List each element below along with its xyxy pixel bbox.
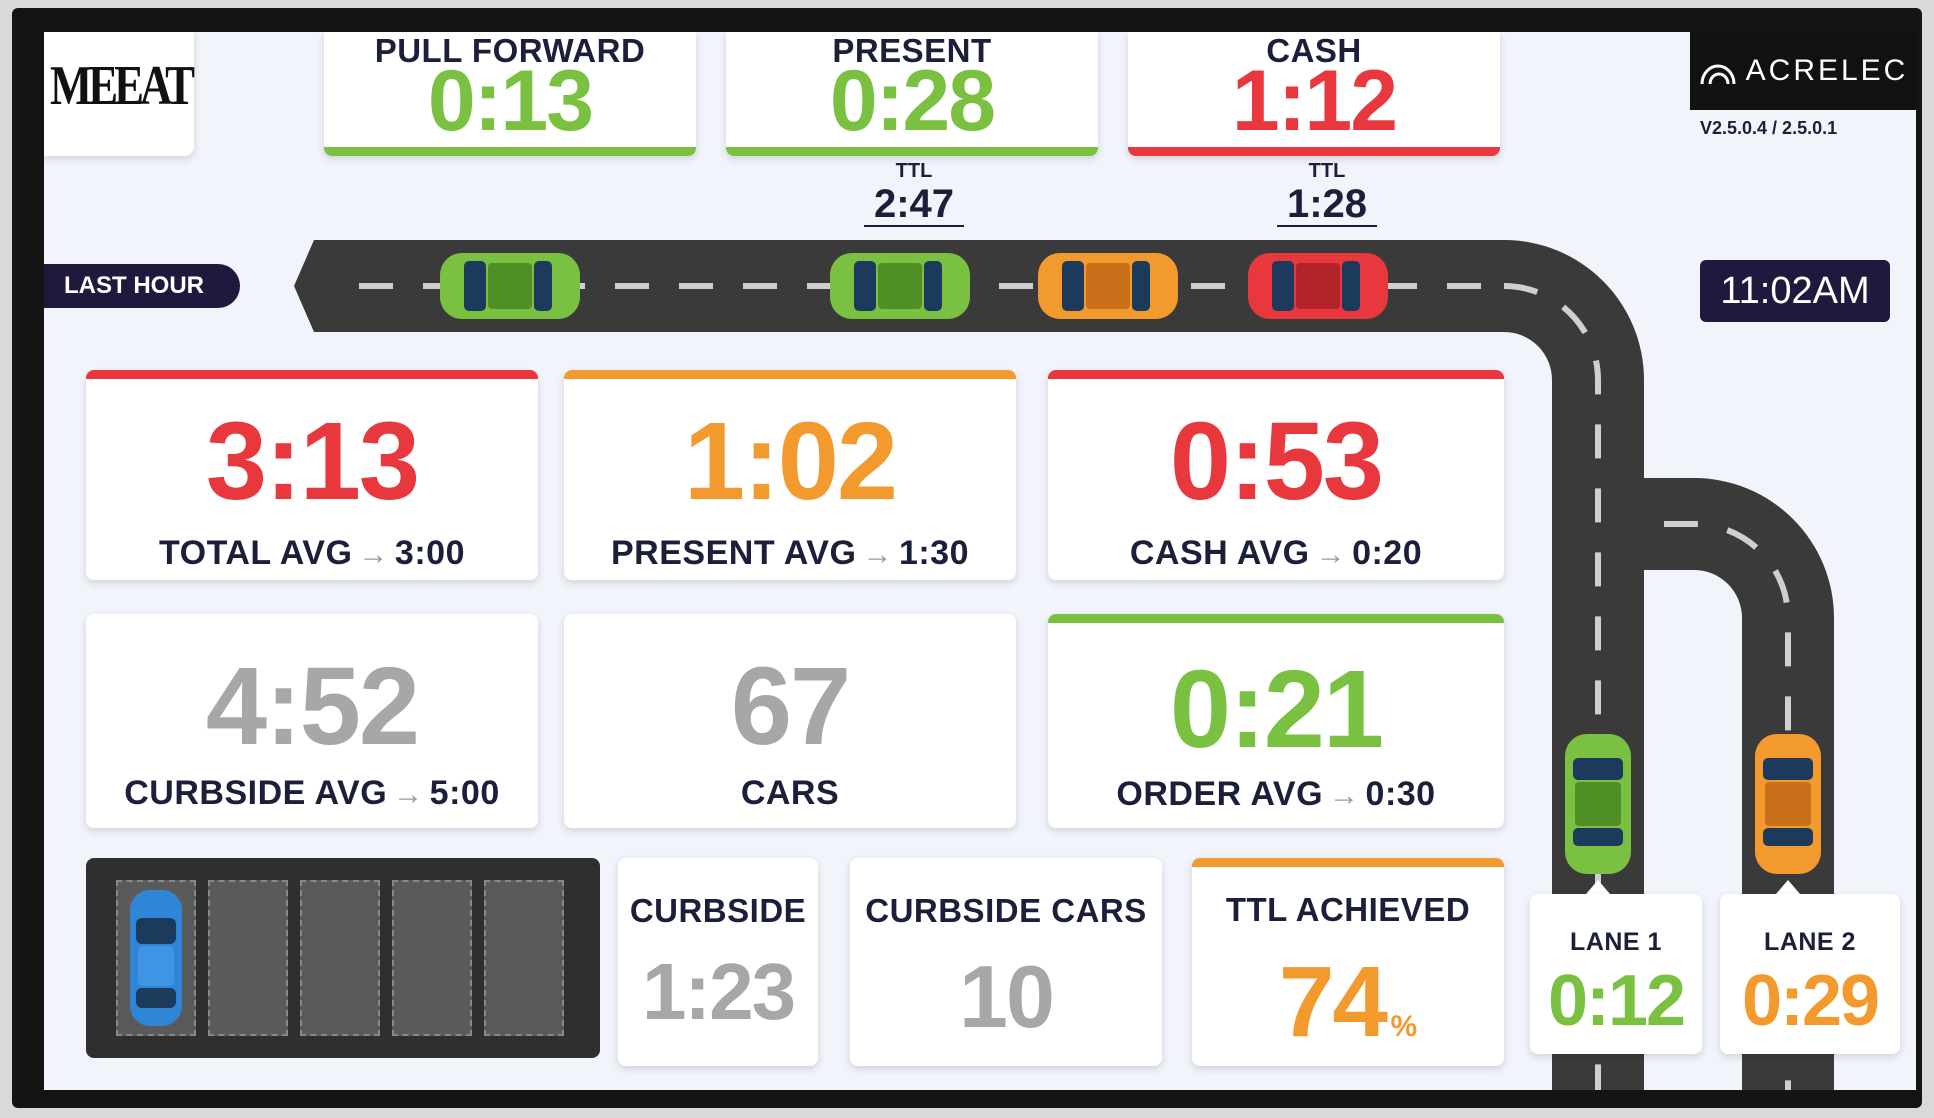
- total-avg-card: 3:13 TOTAL AVG → 3:00: [86, 370, 538, 580]
- monitor-bezel: MEEAT PULL FORWARD 0:13 PRESENT 0:28 CAS…: [12, 8, 1922, 1108]
- lane-2-card: LANE 2 0:29: [1720, 894, 1900, 1054]
- present-avg-value: 1:02: [683, 400, 898, 523]
- pull-forward-card: PULL FORWARD 0:13: [324, 32, 696, 156]
- acrelec-logo: ACRELEC: [1690, 32, 1916, 110]
- order-avg-target: 0:30: [1365, 775, 1436, 813]
- ttl-achieved-label: TTL ACHIEVED: [1225, 891, 1471, 928]
- curbside-cars-value: 10: [959, 947, 1055, 1046]
- acrelec-arc-icon: [1700, 64, 1736, 85]
- total-avg-value: 3:13: [205, 400, 420, 523]
- arrow-icon: →: [393, 778, 424, 811]
- arrow-icon: →: [1315, 538, 1347, 571]
- brand-logo: MEEAT: [44, 32, 195, 156]
- ttl-label: TTL: [1308, 160, 1346, 182]
- pull-forward-label: PULL FORWARD: [374, 32, 646, 69]
- cash-avg-target: 0:20: [1352, 534, 1423, 572]
- curbside-card: CURBSIDE 1:23: [618, 858, 818, 1066]
- orange-car-icon: [1038, 253, 1178, 319]
- cash-card: CASH 1:12: [1128, 32, 1500, 156]
- arrow-icon: →: [1329, 779, 1360, 812]
- present-label: PRESENT: [832, 32, 992, 69]
- ttl-achieved-value: 74: [1278, 946, 1388, 1058]
- curbside-parking-lot: [86, 858, 600, 1058]
- green-car-icon: [440, 253, 580, 319]
- clock-display: 11:02AM: [1700, 260, 1890, 322]
- dashboard-screen: MEEAT PULL FORWARD 0:13 PRESENT 0:28 CAS…: [44, 32, 1916, 1090]
- red-car-icon: [1248, 253, 1388, 319]
- order-avg-card: 0:21 ORDER AVG → 0:30: [1048, 614, 1504, 828]
- logo-text: MEEAT: [50, 55, 195, 117]
- version-text: V2.5.0.4 / 2.5.0.1: [1700, 118, 1838, 138]
- parking-stall: [300, 880, 380, 1036]
- ttl-marker-present: TTL 2:47: [864, 160, 964, 227]
- arrow-icon: →: [862, 538, 893, 571]
- parking-stall: [484, 880, 564, 1036]
- lane-1-label: LANE 1: [1570, 928, 1662, 956]
- curbside-avg-label: CURBSIDE AVG: [124, 774, 388, 812]
- curbside-avg-value: 4:52: [205, 645, 420, 768]
- cars-layer: [440, 253, 1821, 874]
- present-card: PRESENT 0:28: [726, 32, 1098, 156]
- last-hour-toggle[interactable]: LAST HOUR: [44, 264, 240, 308]
- cash-avg-value: 0:53: [1169, 400, 1384, 523]
- present-avg-card: 1:02 PRESENT AVG → 1:30: [564, 370, 1016, 580]
- ttl-value: 2:47: [864, 183, 964, 227]
- ttl-marker-cash: TTL 1:28: [1277, 160, 1377, 227]
- green-car-icon: [1565, 734, 1631, 874]
- ttl-achieved-card: TTL ACHIEVED 74 %: [1192, 858, 1504, 1066]
- orange-car-icon: [1755, 734, 1821, 874]
- cash-label: CASH: [1266, 32, 1362, 69]
- present-value: 0:28: [829, 53, 996, 149]
- pull-forward-value: 0:13: [427, 53, 594, 149]
- parked-car-icon: [130, 890, 182, 1026]
- green-car-icon: [830, 253, 970, 319]
- lane-1-card: LANE 1 0:12: [1530, 894, 1702, 1054]
- cars-count-value: 67: [730, 645, 851, 768]
- curbside-cars-label: CURBSIDE CARS: [865, 892, 1147, 929]
- percent-sign: %: [1390, 1010, 1418, 1043]
- parking-stall: [208, 880, 288, 1036]
- cash-avg-label: CASH AVG: [1129, 534, 1310, 572]
- acrelec-name: ACRELEC: [1745, 54, 1909, 87]
- curbside-label: CURBSIDE: [629, 892, 807, 929]
- total-avg-label: TOTAL AVG: [159, 534, 353, 572]
- lane-1-value: 0:12: [1547, 961, 1686, 1041]
- cash-value: 1:12: [1231, 53, 1398, 149]
- parking-stall: [392, 880, 472, 1036]
- order-avg-value: 0:21: [1169, 648, 1384, 771]
- curbside-value: 1:23: [641, 947, 796, 1036]
- cash-avg-card: 0:53 CASH AVG → 0:20: [1048, 370, 1504, 580]
- ttl-label: TTL: [895, 160, 933, 182]
- cars-count-label: CARS: [740, 774, 840, 812]
- arrow-icon: →: [358, 538, 389, 571]
- present-avg-target: 1:30: [898, 534, 969, 572]
- lane-2-label: LANE 2: [1764, 928, 1856, 956]
- curbside-avg-card: 4:52 CURBSIDE AVG → 5:00: [86, 614, 538, 828]
- lane-1-road: [1504, 240, 1644, 1090]
- lane-2-value: 0:29: [1741, 961, 1880, 1041]
- ttl-value: 1:28: [1277, 183, 1377, 227]
- order-avg-label: ORDER AVG: [1116, 775, 1324, 813]
- total-avg-target: 3:00: [394, 534, 465, 572]
- curbside-avg-target: 5:00: [429, 774, 500, 812]
- curbside-cars-card: CURBSIDE CARS 10: [850, 858, 1162, 1066]
- present-avg-label: PRESENT AVG: [611, 534, 857, 572]
- cars-count-card: 67 CARS: [564, 614, 1016, 828]
